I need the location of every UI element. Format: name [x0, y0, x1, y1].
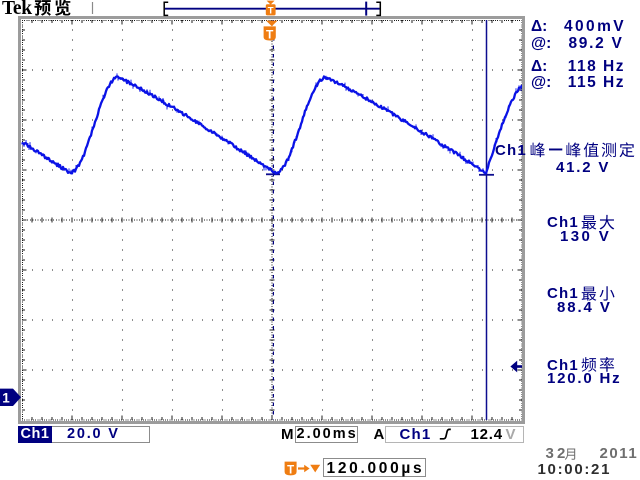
- svg-text:T: T: [268, 5, 274, 16]
- svg-text:T: T: [266, 28, 274, 42]
- svg-text:1: 1: [2, 391, 10, 406]
- svg-text:T: T: [287, 464, 294, 476]
